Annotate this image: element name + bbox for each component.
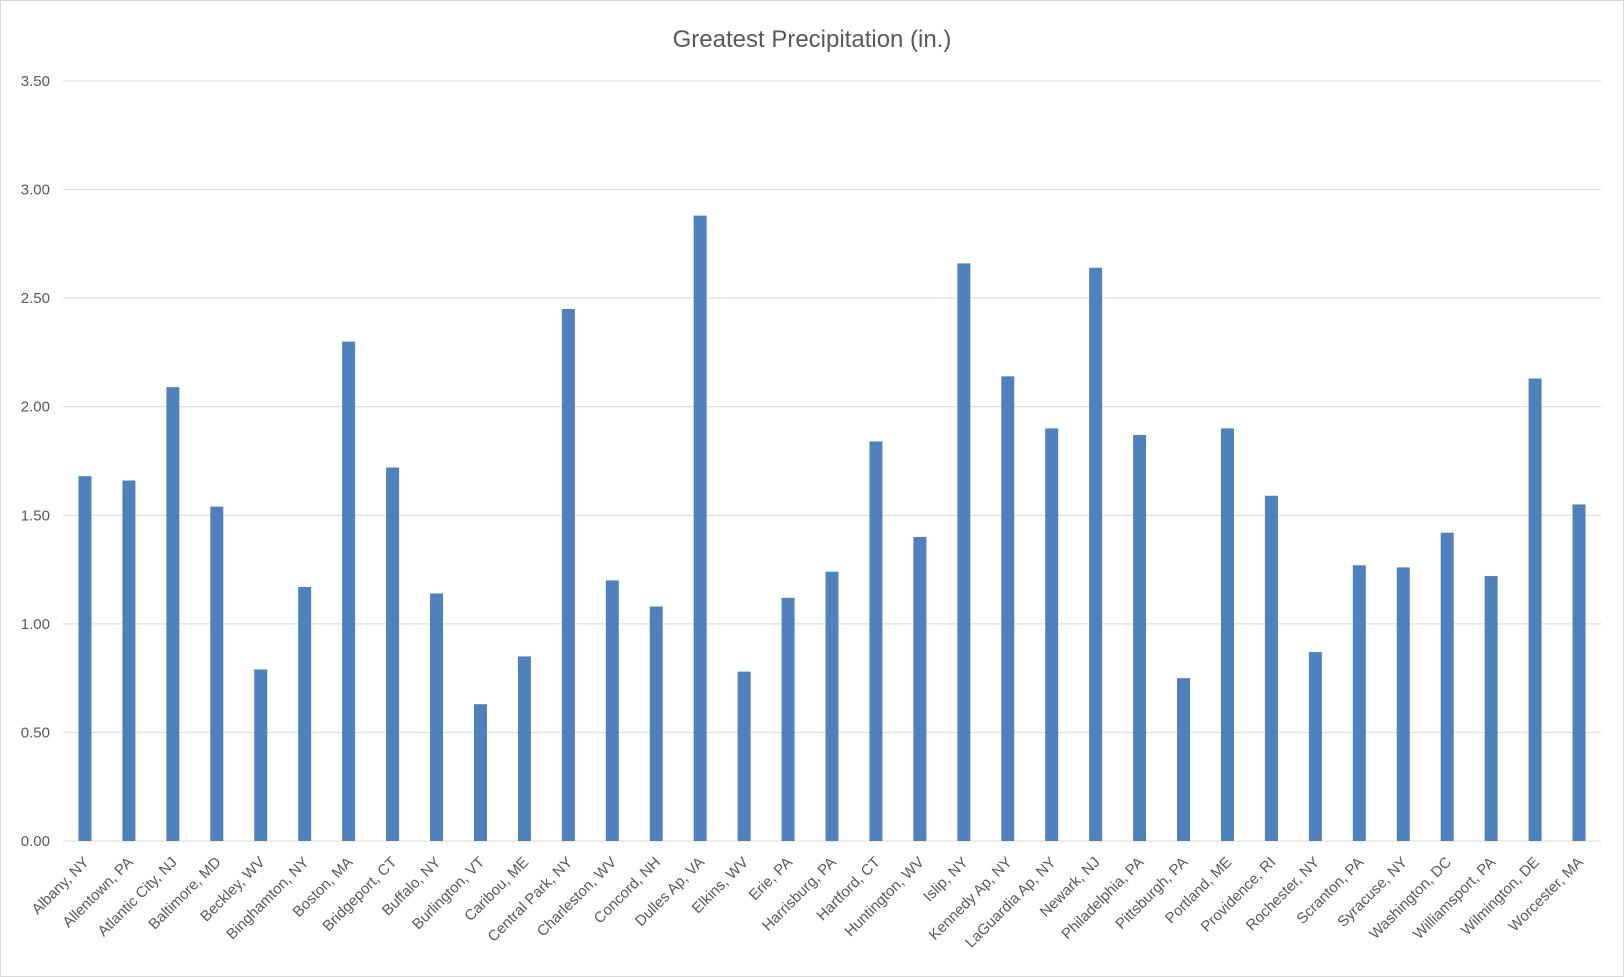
bar bbox=[957, 263, 971, 841]
bar bbox=[1484, 576, 1498, 841]
y-tick-label: 0.00 bbox=[21, 833, 50, 850]
y-axis-tick-labels: 0.00 0.50 1.00 1.50 2.00 2.50 3.00 3.50 bbox=[21, 73, 50, 850]
bar bbox=[1352, 565, 1366, 841]
y-tick-label: 3.50 bbox=[21, 73, 50, 90]
bar bbox=[78, 476, 92, 841]
bar bbox=[1001, 376, 1015, 841]
bar bbox=[1045, 428, 1059, 841]
bar bbox=[1308, 652, 1322, 841]
bar bbox=[166, 387, 180, 841]
y-tick-label: 1.00 bbox=[21, 616, 50, 633]
y-tick-label: 2.50 bbox=[21, 290, 50, 307]
bar bbox=[649, 606, 663, 841]
bar bbox=[122, 480, 136, 841]
y-tick-label: 2.00 bbox=[21, 399, 50, 416]
bar bbox=[1528, 378, 1542, 841]
bar bbox=[1572, 504, 1586, 841]
bar bbox=[1177, 678, 1191, 841]
x-category-label: Atlantic City, NJ bbox=[95, 854, 181, 940]
bar bbox=[869, 441, 883, 841]
bar bbox=[210, 506, 224, 841]
x-category-label: Huntington, WV bbox=[841, 854, 927, 940]
bar bbox=[737, 671, 751, 841]
bar bbox=[1396, 567, 1410, 841]
bar bbox=[254, 669, 268, 841]
bars bbox=[78, 215, 1586, 842]
bar bbox=[1220, 428, 1234, 841]
bar bbox=[605, 580, 619, 841]
bar bbox=[1264, 495, 1278, 841]
bar bbox=[473, 704, 487, 841]
y-tick-label: 1.50 bbox=[21, 507, 50, 524]
bar bbox=[825, 571, 839, 841]
bar bbox=[1440, 532, 1454, 841]
bar bbox=[693, 215, 707, 842]
y-tick-label: 0.50 bbox=[21, 724, 50, 741]
x-category-label: Charleston, WV bbox=[534, 854, 620, 940]
bar bbox=[561, 309, 575, 841]
bar bbox=[781, 597, 795, 841]
bar bbox=[913, 537, 927, 841]
chart-title: Greatest Precipitation (in.) bbox=[673, 26, 952, 53]
bar bbox=[517, 656, 531, 841]
bar bbox=[1089, 267, 1103, 841]
bar bbox=[342, 341, 356, 841]
bar bbox=[386, 467, 400, 841]
bar bbox=[430, 593, 444, 841]
bar bbox=[298, 586, 312, 841]
x-category-label: Wilmington, DE bbox=[1458, 854, 1543, 939]
bar bbox=[1133, 434, 1147, 841]
y-tick-label: 3.00 bbox=[21, 182, 50, 199]
